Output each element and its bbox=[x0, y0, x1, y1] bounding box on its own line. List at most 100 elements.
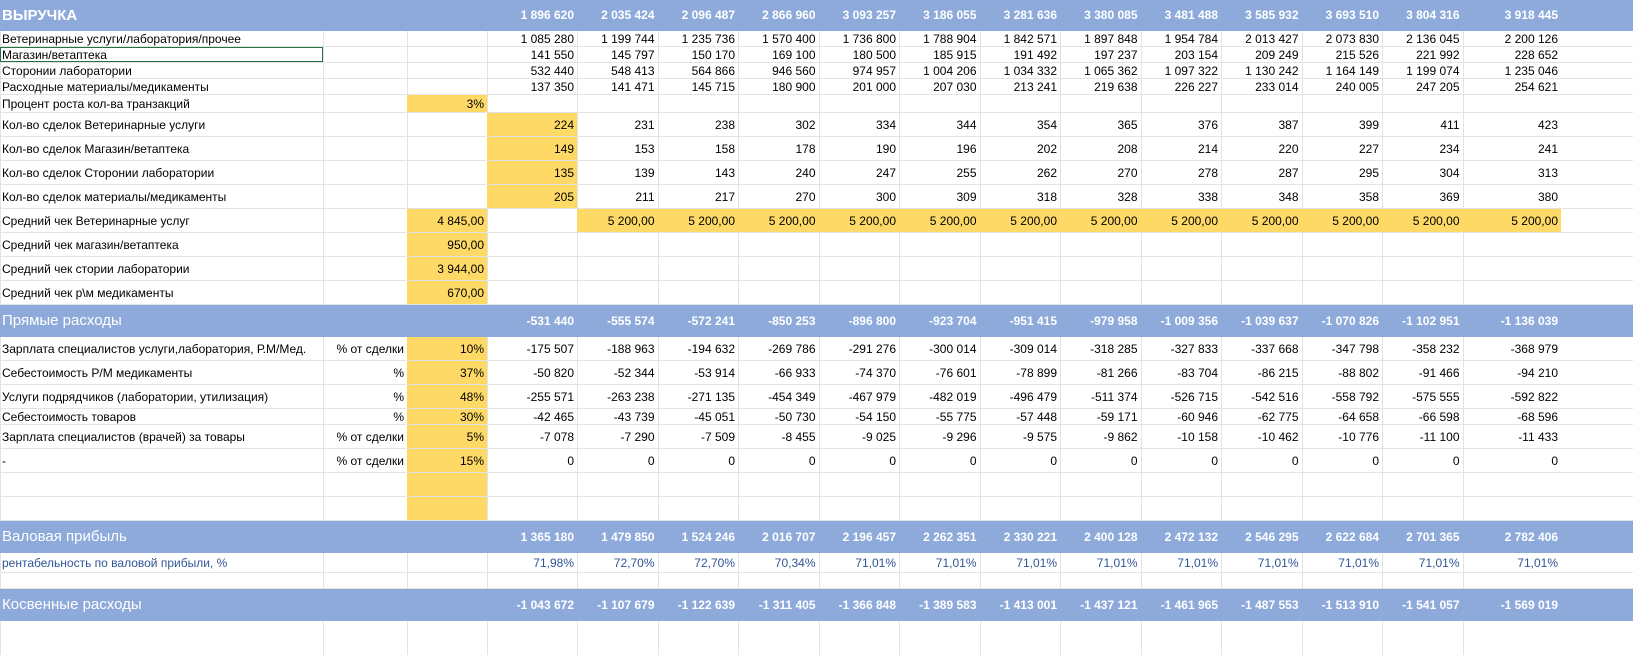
month-cell[interactable]: 270 bbox=[795, 189, 816, 204]
month-cell[interactable]: -60 946 bbox=[1177, 409, 1218, 424]
month-cell[interactable]: 328 bbox=[1117, 189, 1138, 204]
input-cell[interactable] bbox=[407, 573, 487, 588]
input-cell[interactable]: 15% bbox=[407, 449, 487, 472]
month-cell[interactable] bbox=[1141, 573, 1222, 588]
month-cell[interactable] bbox=[1463, 257, 1562, 280]
month-cell[interactable]: 5 200,00 bbox=[1462, 209, 1561, 232]
month-cell[interactable]: 2 262 351 bbox=[923, 529, 977, 544]
unit-cell[interactable]: % от сделки bbox=[336, 453, 404, 468]
month-cell[interactable]: -10 158 bbox=[1177, 429, 1218, 444]
month-cell[interactable]: 1 842 571 bbox=[1003, 31, 1057, 46]
month-cell[interactable]: -337 668 bbox=[1251, 341, 1299, 356]
month-cell[interactable] bbox=[980, 573, 1061, 588]
month-cell[interactable] bbox=[1463, 281, 1562, 304]
row-label[interactable]: Магазин/ветаптека bbox=[0, 47, 323, 62]
month-cell[interactable] bbox=[1060, 473, 1141, 496]
month-cell[interactable]: 241 bbox=[1537, 141, 1558, 156]
row-label[interactable]: Услуги подрядчиков (лаборатории, утилиза… bbox=[2, 389, 269, 404]
month-cell[interactable]: 0 bbox=[1551, 453, 1558, 468]
month-cell[interactable]: 0 bbox=[889, 453, 896, 468]
unit-cell[interactable] bbox=[323, 137, 407, 160]
month-cell[interactable] bbox=[1382, 281, 1463, 304]
month-cell[interactable]: 2 622 684 bbox=[1325, 529, 1379, 544]
month-cell[interactable]: 313 bbox=[1537, 165, 1558, 180]
month-cell[interactable]: 3 585 932 bbox=[1245, 8, 1299, 22]
month-cell[interactable] bbox=[1060, 233, 1141, 256]
month-cell[interactable] bbox=[1382, 257, 1463, 280]
month-cell[interactable] bbox=[487, 233, 577, 256]
unit-cell[interactable] bbox=[323, 553, 407, 572]
month-cell[interactable]: 3 281 636 bbox=[1003, 8, 1057, 22]
month-cell[interactable]: -9 296 bbox=[942, 429, 977, 444]
input-cell[interactable]: 670,00 bbox=[407, 281, 487, 304]
unit-cell[interactable]: % bbox=[393, 389, 404, 404]
month-cell[interactable]: -10 776 bbox=[1338, 429, 1379, 444]
month-cell[interactable]: 1 365 180 bbox=[520, 529, 574, 544]
month-cell[interactable]: 72,70% bbox=[613, 555, 655, 570]
month-cell[interactable]: 0 bbox=[567, 453, 574, 468]
input-cell[interactable]: 48% bbox=[407, 385, 487, 408]
unit-cell[interactable] bbox=[323, 573, 407, 588]
month-cell[interactable]: 3 918 445 bbox=[1504, 8, 1558, 22]
month-cell[interactable]: 191 492 bbox=[1013, 47, 1057, 62]
month-cell[interactable]: 2 472 132 bbox=[1164, 529, 1218, 544]
month-cell[interactable] bbox=[980, 257, 1061, 280]
month-cell[interactable] bbox=[487, 473, 577, 496]
month-cell[interactable]: -1 461 965 bbox=[1160, 597, 1218, 612]
month-cell[interactable]: 1 896 620 bbox=[520, 8, 574, 22]
month-cell[interactable]: 5 200,00 bbox=[657, 209, 738, 232]
month-cell[interactable] bbox=[1302, 473, 1383, 496]
month-cell[interactable]: -358 232 bbox=[1412, 341, 1460, 356]
month-cell[interactable]: 3 804 316 bbox=[1406, 8, 1460, 22]
month-cell[interactable]: 946 560 bbox=[772, 63, 816, 78]
month-cell[interactable]: 0 bbox=[1452, 453, 1460, 468]
input-cell[interactable] bbox=[407, 161, 487, 184]
month-cell[interactable] bbox=[1221, 497, 1302, 520]
month-cell[interactable]: 202 bbox=[1036, 141, 1057, 156]
month-cell[interactable]: 71,01% bbox=[1016, 555, 1057, 570]
month-cell[interactable]: 2 016 707 bbox=[762, 529, 816, 544]
month-cell[interactable] bbox=[738, 233, 819, 256]
month-cell[interactable] bbox=[819, 95, 900, 112]
month-cell[interactable] bbox=[1141, 257, 1222, 280]
month-cell[interactable]: -542 516 bbox=[1251, 389, 1299, 404]
month-cell[interactable]: -81 266 bbox=[1096, 365, 1138, 380]
month-cell[interactable] bbox=[1221, 233, 1302, 256]
month-cell[interactable]: 262 bbox=[1036, 165, 1057, 180]
month-cell[interactable]: -78 899 bbox=[1016, 365, 1057, 380]
month-cell[interactable]: 1 479 850 bbox=[601, 529, 655, 544]
month-cell[interactable]: 178 bbox=[795, 141, 816, 156]
month-cell[interactable]: 145 797 bbox=[611, 47, 655, 62]
month-cell[interactable] bbox=[577, 473, 658, 496]
month-cell[interactable] bbox=[658, 497, 739, 520]
month-cell[interactable]: -66 933 bbox=[774, 365, 816, 380]
month-cell[interactable]: -62 775 bbox=[1257, 409, 1299, 424]
month-cell[interactable] bbox=[899, 573, 980, 588]
row-label[interactable]: Средний чек стории лаборатории bbox=[2, 261, 190, 276]
month-cell[interactable] bbox=[899, 497, 980, 520]
month-cell[interactable] bbox=[819, 257, 900, 280]
month-cell[interactable]: 72,70% bbox=[694, 555, 735, 570]
month-cell[interactable] bbox=[1302, 281, 1383, 304]
month-cell[interactable]: 380 bbox=[1537, 189, 1558, 204]
month-cell[interactable]: -271 135 bbox=[687, 389, 735, 404]
month-cell[interactable]: 1 130 242 bbox=[1245, 63, 1299, 78]
month-cell[interactable]: 5 200,00 bbox=[1382, 209, 1463, 232]
month-cell[interactable] bbox=[1382, 233, 1463, 256]
month-cell[interactable]: 2 866 960 bbox=[762, 8, 816, 22]
month-cell[interactable]: 153 bbox=[634, 141, 655, 156]
month-cell[interactable]: -1 009 356 bbox=[1160, 313, 1218, 328]
month-cell[interactable]: 0 bbox=[1211, 453, 1218, 468]
month-cell[interactable]: 255 bbox=[956, 165, 977, 180]
month-cell[interactable]: -1 039 637 bbox=[1241, 313, 1299, 328]
row-label[interactable]: Кол-во сделок материалы/медикаменты bbox=[2, 189, 227, 204]
month-cell[interactable]: -558 792 bbox=[1331, 389, 1379, 404]
unit-cell[interactable] bbox=[323, 257, 407, 280]
month-cell[interactable] bbox=[1141, 281, 1222, 304]
month-cell[interactable]: 0 bbox=[1130, 453, 1138, 468]
month-cell[interactable] bbox=[1221, 95, 1302, 112]
month-cell[interactable]: -50 820 bbox=[533, 365, 574, 380]
month-cell[interactable]: 143 bbox=[714, 165, 735, 180]
month-cell[interactable]: -66 598 bbox=[1418, 409, 1460, 424]
month-cell[interactable] bbox=[819, 497, 900, 520]
